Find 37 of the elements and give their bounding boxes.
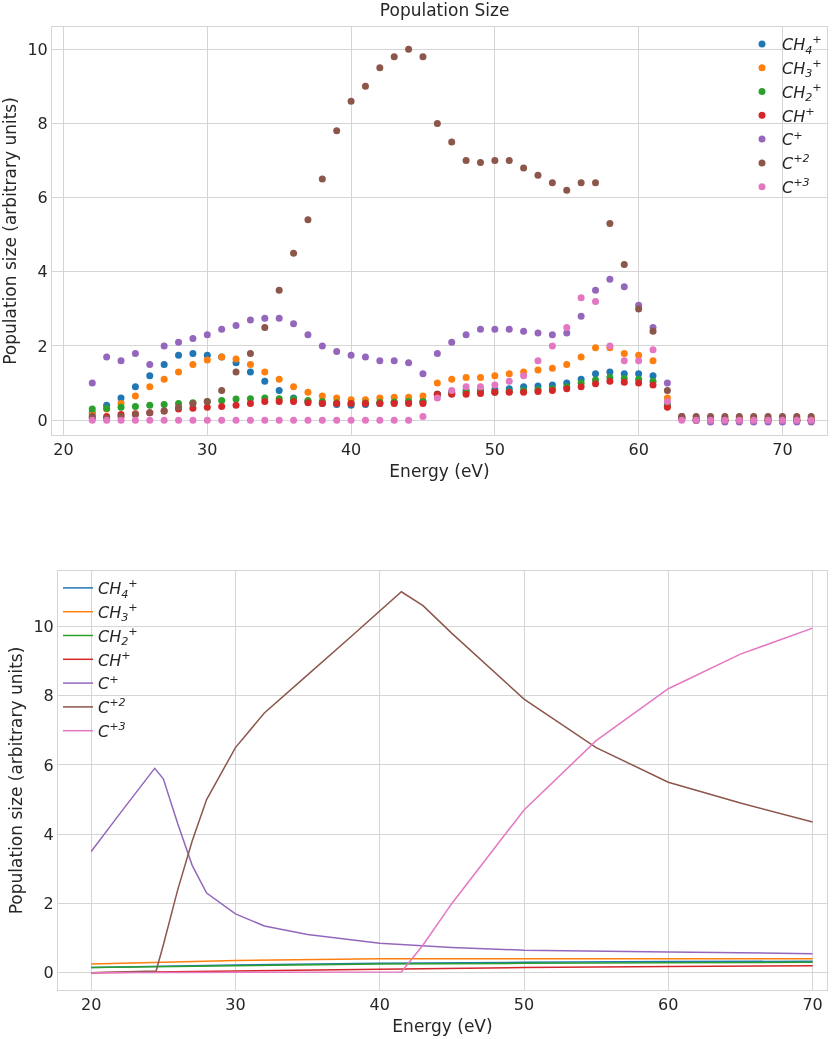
legend-label: C$^{+3}$ bbox=[98, 720, 126, 741]
legend-label: C$^{+3}$ bbox=[782, 176, 810, 197]
legend-label: CH$^{+}$ bbox=[98, 648, 131, 670]
legend-label: C$^{+}$ bbox=[98, 672, 119, 694]
x-axis-title: Energy (eV) bbox=[392, 1015, 493, 1036]
x-tick-label: 70 bbox=[772, 440, 793, 460]
x-tick-label: 40 bbox=[340, 440, 362, 460]
x-tick-label: 60 bbox=[628, 440, 649, 460]
y-tick-label: 6 bbox=[37, 188, 48, 208]
y-tick-label: 8 bbox=[37, 114, 48, 134]
y-tick-label: 6 bbox=[43, 755, 54, 775]
y-tick-label: 8 bbox=[43, 686, 54, 706]
y-axis-title: Population size (arbitrary units) bbox=[0, 97, 20, 365]
x-tick-label: 30 bbox=[197, 440, 218, 460]
legend-label: C$^{+2}$ bbox=[782, 152, 810, 174]
x-tick-label: 20 bbox=[81, 995, 102, 1015]
y-tick-label: 2 bbox=[37, 336, 48, 356]
x-tick-label: 70 bbox=[802, 995, 823, 1015]
y-tick-label: 2 bbox=[43, 894, 54, 914]
x-tick-label: 60 bbox=[658, 995, 679, 1015]
chart-title: Population Size bbox=[379, 0, 510, 20]
legend-label: CH$^{+}$ bbox=[782, 104, 815, 126]
y-tick-label: 10 bbox=[33, 617, 54, 636]
y-tick-label: 10 bbox=[27, 39, 48, 59]
x-axis-title: Energy (eV) bbox=[389, 460, 490, 481]
x-tick-label: 50 bbox=[484, 440, 506, 460]
y-tick-label: 4 bbox=[37, 262, 48, 282]
x-tick-label: 20 bbox=[53, 440, 74, 460]
y-axis-title: Population size (arbitrary units) bbox=[5, 646, 26, 915]
legend-label: C$^{+}$ bbox=[782, 128, 803, 150]
y-tick-label: 4 bbox=[43, 824, 54, 844]
y-tick-label: 0 bbox=[37, 410, 48, 430]
x-tick-label: 40 bbox=[369, 995, 390, 1015]
x-tick-label: 30 bbox=[225, 995, 246, 1015]
legend-label: C$^{+2}$ bbox=[98, 696, 126, 718]
y-tick-label: 0 bbox=[43, 963, 54, 983]
x-tick-label: 50 bbox=[513, 995, 535, 1015]
